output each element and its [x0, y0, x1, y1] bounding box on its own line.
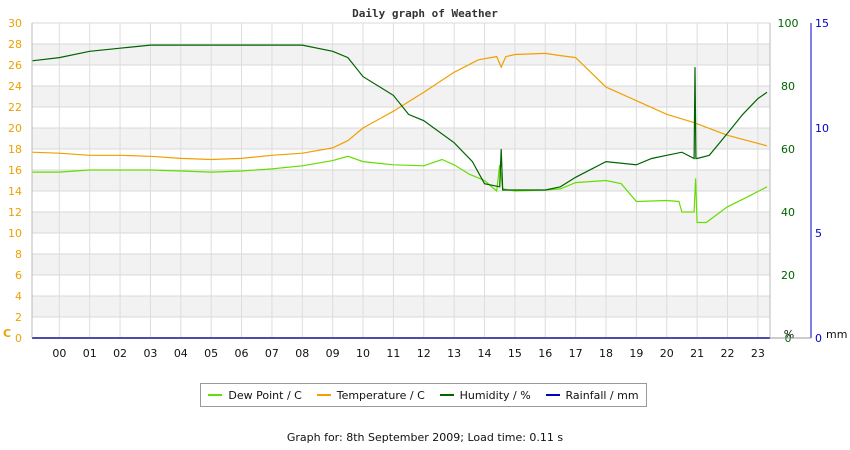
tick-label: 20	[8, 122, 22, 135]
tick-label: 0	[815, 332, 822, 345]
chart-title: Daily graph of Weather	[352, 7, 498, 20]
tick-label: 5	[815, 227, 822, 240]
grid-band	[32, 170, 770, 191]
tick-label: 2	[15, 311, 22, 324]
x-tick-label: 23	[751, 347, 765, 360]
x-tick-label: 07	[265, 347, 279, 360]
tick-label: 20	[781, 269, 795, 282]
axis-lines	[31, 23, 812, 339]
grid-bands	[32, 22, 770, 339]
tick-label: 10	[8, 227, 22, 240]
grid-band	[32, 254, 770, 275]
tick-label: 10	[815, 122, 829, 135]
hour-axis: 00 01 02 03 04 05 06 07 08 09 10 11 12 13 14 15 16 17 18 19…	[52, 347, 765, 360]
legend-item: Rainfall / mm	[545, 388, 639, 402]
footer-text: Graph for: 8th September 2009; Load time…	[286, 431, 564, 444]
x-tick-label: 17	[569, 347, 583, 360]
grid-band	[32, 44, 770, 65]
legend-item: Humidity / %	[439, 388, 531, 402]
x-tick-label: 19	[629, 347, 643, 360]
axis-unit-label: %	[784, 328, 794, 341]
series-line-humidity	[31, 44, 768, 191]
x-tick-label: 09	[326, 347, 340, 360]
x-tick-label: 22	[720, 347, 734, 360]
legend-swatch-temperature	[316, 394, 331, 396]
x-tick-label: 20	[660, 347, 674, 360]
x-tick-label: 11	[386, 347, 400, 360]
legend-label-dew-point: Dew Point / C	[228, 388, 302, 402]
axis-unit-label: C	[3, 327, 11, 340]
tick-label: 100	[778, 17, 799, 30]
tick-label: 0	[15, 332, 22, 345]
axis-unit-label: mm	[826, 328, 847, 341]
tick-label: 15	[815, 17, 829, 30]
tick-label: 24	[8, 80, 22, 93]
x-tick-label: 04	[174, 347, 188, 360]
series-line-dew	[32, 155, 768, 224]
legend: Dew Point / C Temperature / C Humidity /…	[200, 383, 647, 407]
legend-swatch-dew-point	[208, 394, 223, 396]
tick-label: 80	[781, 80, 795, 93]
tick-label: 6	[15, 269, 22, 282]
x-tick-label: 14	[478, 347, 492, 360]
x-tick-label: 21	[690, 347, 704, 360]
legend-swatch-humidity	[439, 394, 454, 396]
legend-label-rainfall: Rainfall / mm	[565, 388, 639, 402]
legend-item: Temperature / C	[316, 388, 425, 402]
x-tick-label: 05	[204, 347, 218, 360]
legend-item: Dew Point / C	[208, 388, 302, 402]
tick-label: 4	[15, 290, 22, 303]
x-tick-label: 03	[143, 347, 157, 360]
grid-band	[32, 212, 770, 233]
legend-swatch-rainfall	[545, 394, 560, 396]
x-tick-label: 00	[52, 347, 66, 360]
legend-label-temperature: Temperature / C	[336, 388, 425, 402]
x-tick-label: 06	[235, 347, 249, 360]
x-tick-label: 10	[356, 347, 370, 360]
x-tick-label: 15	[508, 347, 522, 360]
series-line-temperature	[31, 52, 768, 161]
tick-label: 18	[8, 143, 22, 156]
x-tick-label: 16	[538, 347, 552, 360]
tick-label: 16	[8, 164, 22, 177]
x-tick-label: 08	[295, 347, 309, 360]
tick-label: 22	[8, 101, 22, 114]
grid-band	[32, 296, 770, 317]
tick-label: 8	[15, 248, 22, 261]
tick-label: 12	[8, 206, 22, 219]
humidity-axis: 020406080100%	[778, 17, 799, 345]
rainfall-axis: 0 5 10 15 mm	[815, 17, 847, 345]
x-tick-label: 01	[83, 347, 97, 360]
tick-label: 60	[781, 143, 795, 156]
x-tick-label: 13	[447, 347, 461, 360]
tick-label: 40	[781, 206, 795, 219]
x-tick-label: 12	[417, 347, 431, 360]
x-tick-label: 02	[113, 347, 127, 360]
tick-label: 28	[8, 38, 22, 51]
legend-label-humidity: Humidity / %	[459, 388, 531, 402]
x-tick-label: 18	[599, 347, 613, 360]
tick-label: 30	[8, 17, 22, 30]
tick-label: 14	[8, 185, 22, 198]
tick-label: 26	[8, 59, 22, 72]
grid-band	[32, 128, 770, 149]
grid-band	[32, 86, 770, 107]
